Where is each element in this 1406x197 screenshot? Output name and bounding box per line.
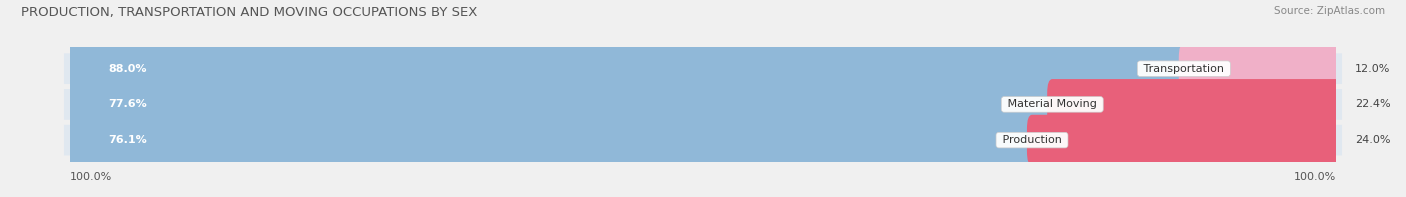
- FancyBboxPatch shape: [65, 43, 1341, 94]
- FancyBboxPatch shape: [65, 43, 1189, 94]
- FancyBboxPatch shape: [1178, 43, 1341, 94]
- FancyBboxPatch shape: [65, 53, 1343, 84]
- FancyBboxPatch shape: [65, 89, 1343, 120]
- Text: 24.0%: 24.0%: [1355, 135, 1391, 145]
- Text: 76.1%: 76.1%: [108, 135, 148, 145]
- FancyBboxPatch shape: [65, 115, 1038, 165]
- Text: Transportation: Transportation: [1140, 64, 1227, 74]
- FancyBboxPatch shape: [1026, 115, 1341, 165]
- Text: Production: Production: [998, 135, 1066, 145]
- Text: 22.4%: 22.4%: [1355, 99, 1391, 109]
- FancyBboxPatch shape: [65, 79, 1057, 130]
- Text: Source: ZipAtlas.com: Source: ZipAtlas.com: [1274, 6, 1385, 16]
- FancyBboxPatch shape: [65, 79, 1341, 130]
- Text: 77.6%: 77.6%: [108, 99, 148, 109]
- Text: 100.0%: 100.0%: [1294, 172, 1336, 182]
- FancyBboxPatch shape: [65, 125, 1343, 155]
- FancyBboxPatch shape: [65, 115, 1341, 165]
- Text: 100.0%: 100.0%: [70, 172, 112, 182]
- Text: 88.0%: 88.0%: [108, 64, 146, 74]
- Text: Material Moving: Material Moving: [1004, 99, 1101, 109]
- FancyBboxPatch shape: [1047, 79, 1341, 130]
- Text: 12.0%: 12.0%: [1355, 64, 1391, 74]
- Text: PRODUCTION, TRANSPORTATION AND MOVING OCCUPATIONS BY SEX: PRODUCTION, TRANSPORTATION AND MOVING OC…: [21, 6, 478, 19]
